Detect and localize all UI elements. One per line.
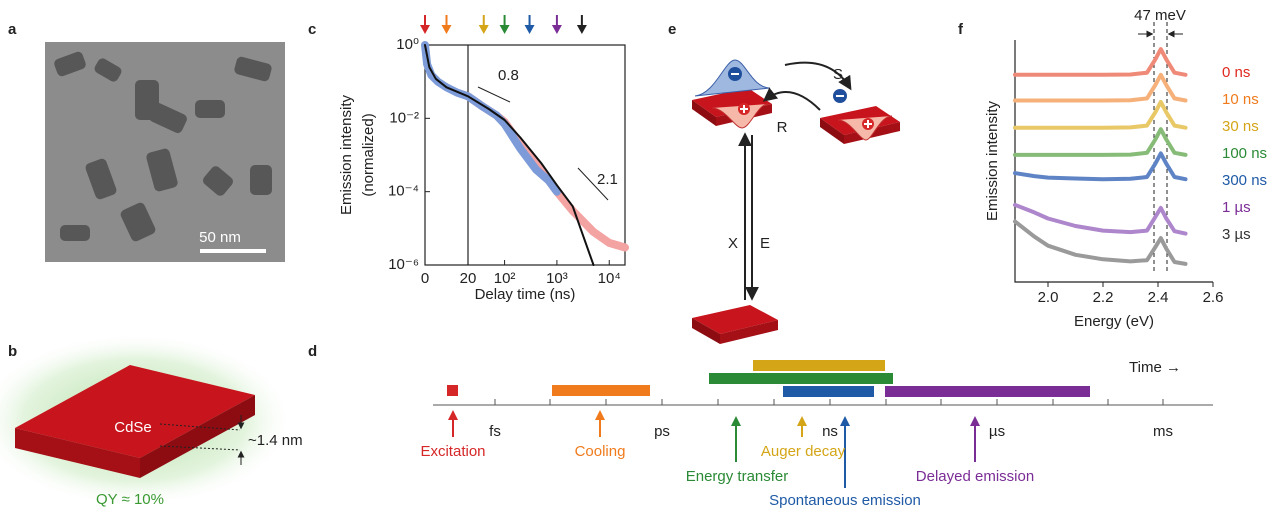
y-tick-label: 10⁻⁶	[388, 256, 419, 273]
excitation-arrowhead	[441, 25, 452, 34]
thickness-label: ~1.4 nm	[248, 432, 303, 449]
x-axis-title: Energy (eV)	[1074, 313, 1154, 330]
scatter-band	[421, 41, 561, 196]
time-unit: fs	[489, 423, 501, 440]
transition-label: S	[833, 66, 843, 83]
panel-label: f	[958, 21, 964, 38]
excitation-arrowhead	[576, 25, 587, 34]
peak-width-label: 47 meV	[1134, 7, 1186, 24]
excitation-arrowhead	[551, 25, 562, 34]
y-axis-title: Emission intensity	[984, 100, 1001, 221]
series-label: 3 µs	[1222, 226, 1251, 243]
timeline-title: Time →	[1129, 359, 1181, 376]
time-unit: ms	[1153, 423, 1173, 440]
y-axis-title: Emission intensity	[338, 94, 355, 215]
slope-guide	[477, 86, 511, 103]
process-label: Energy transfer	[686, 468, 789, 485]
transition-label: E	[760, 235, 770, 252]
panel-label: e	[668, 21, 676, 38]
axes	[1014, 40, 1213, 283]
spectrum	[1013, 127, 1188, 157]
series-label: 0 ns	[1222, 64, 1250, 81]
x-tick-label: 2.4	[1148, 289, 1169, 306]
excitation-arrowhead	[420, 25, 430, 34]
series-label: 10 ns	[1222, 91, 1259, 108]
x-tick-label: 2.6	[1203, 289, 1224, 306]
time-unit: ps	[654, 423, 670, 440]
x-tick-label: 2.2	[1093, 289, 1114, 306]
process-label: Auger decay	[761, 443, 846, 460]
spectrum	[1013, 202, 1188, 236]
panel-label: a	[8, 21, 17, 38]
y-tick-label: 10⁰	[396, 36, 419, 53]
fit-line	[424, 44, 595, 266]
x-tick-label: 20	[460, 270, 477, 287]
timeline	[433, 360, 1213, 488]
state-diagram	[692, 59, 900, 344]
process-label: Cooling	[575, 443, 626, 460]
series-label: 30 ns	[1222, 118, 1259, 135]
spectrum	[1013, 72, 1188, 103]
process-label: Excitation	[420, 443, 485, 460]
panel-label: d	[308, 343, 317, 360]
material-label: CdSe	[114, 419, 152, 436]
quantum-yield: QY ≈ 10%	[96, 491, 164, 508]
panel-label: b	[8, 343, 17, 360]
slope-label: 2.1	[597, 171, 618, 188]
x-axis-title: Delay time (ns)	[475, 286, 576, 303]
process-label: Delayed emission	[916, 468, 1034, 485]
time-unit: µs	[989, 423, 1005, 440]
excitation-arrowhead	[478, 25, 489, 34]
plot-frame	[424, 44, 626, 266]
y-tick-label: 10⁻²	[389, 109, 419, 126]
series-label: 300 ns	[1222, 172, 1267, 189]
spectrum	[1013, 100, 1188, 130]
excitation-arrowhead	[524, 25, 535, 34]
x-tick-label: 10³	[546, 270, 568, 287]
y-tick-label: 10⁻⁴	[388, 183, 419, 200]
y-axis-title: (normalized)	[360, 113, 377, 196]
scale-bar-label: 50 nm	[199, 229, 241, 246]
spectrum	[1013, 47, 1188, 77]
transition-label: R	[777, 119, 788, 136]
x-tick-label: 2.0	[1038, 289, 1059, 306]
time-unit: ns	[822, 423, 838, 440]
slope-label: 0.8	[498, 67, 519, 84]
slope-guide	[577, 167, 609, 201]
spectrum	[1013, 219, 1188, 266]
series-label: 100 ns	[1222, 145, 1267, 162]
x-tick-label: 10²	[494, 270, 516, 287]
series-label: 1 µs	[1222, 199, 1251, 216]
excitation-arrowhead	[499, 25, 510, 34]
process-label: Spontaneous emission	[769, 492, 921, 509]
transition-label: X	[728, 235, 738, 252]
panel-label: c	[308, 21, 316, 38]
spectrum	[1013, 151, 1188, 182]
x-tick-label: 10⁴	[598, 270, 621, 287]
tem-image	[45, 42, 285, 262]
nanoplatelet	[0, 332, 295, 508]
x-tick-label: 0	[421, 270, 429, 287]
